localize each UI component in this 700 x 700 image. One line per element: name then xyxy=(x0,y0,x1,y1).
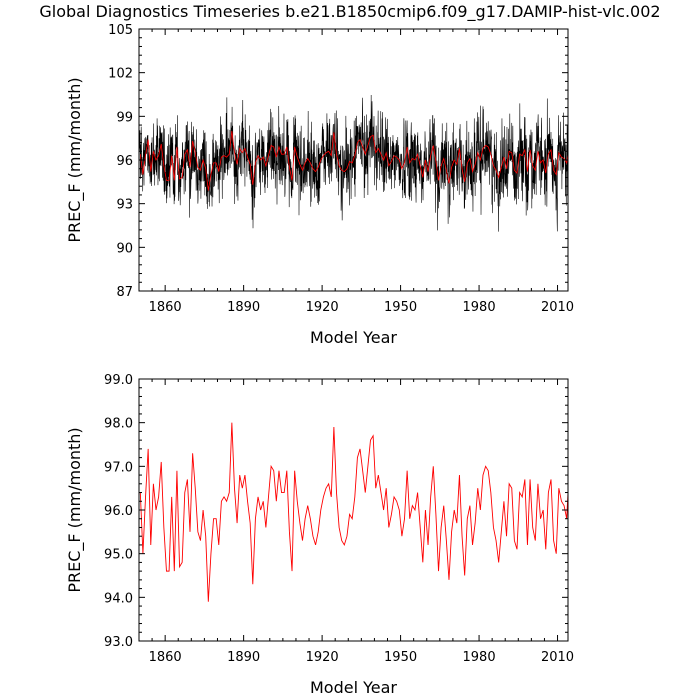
series-annual-red xyxy=(139,422,568,602)
x-tick-label: 1980 xyxy=(463,650,496,665)
y-tick-label: 94.0 xyxy=(104,591,133,606)
panel-top: 1860 1890 1920 1950 1980 2010 87 90 93 96 99 102 105… xyxy=(65,23,574,347)
x-tick-label: 1890 xyxy=(227,650,260,665)
y-tick-label: 95.0 xyxy=(104,548,133,563)
x-tick-label: 1920 xyxy=(306,650,339,665)
y-tick-label: 99.0 xyxy=(104,373,133,388)
x-tick-label: 1980 xyxy=(463,300,496,315)
panel-bottom: 1860 1890 1920 1950 1980 2010 93.0 94.0 95.0 96.0… xyxy=(65,373,574,697)
series-annual-red xyxy=(139,130,568,191)
x-tick-label: 2010 xyxy=(541,650,574,665)
y-tick-label: 87 xyxy=(116,285,133,300)
y-tick-label: 93 xyxy=(116,198,133,213)
x-tick-label: 2010 xyxy=(541,300,574,315)
y-tick-label: 90 xyxy=(116,241,133,256)
series-monthly-black xyxy=(139,95,568,232)
x-tick-label: 1860 xyxy=(149,300,182,315)
x-tick-label: 1950 xyxy=(384,650,417,665)
y-tick-label: 102 xyxy=(108,67,133,82)
y-axis-label: PREC_F (mm/month) xyxy=(65,77,85,242)
y-tick-label: 98.0 xyxy=(104,417,133,432)
x-tick-label: 1920 xyxy=(306,300,339,315)
x-tick-label: 1860 xyxy=(149,650,182,665)
x-axis-label: Model Year xyxy=(310,678,397,697)
y-tick-label: 93.0 xyxy=(104,635,133,650)
y-tick-label: 99 xyxy=(116,110,133,125)
y-tick-label: 97.0 xyxy=(104,460,133,475)
plot-area xyxy=(139,95,568,232)
x-tick-label: 1890 xyxy=(227,300,260,315)
y-tick-label: 96.0 xyxy=(104,504,133,519)
y-tick-label: 105 xyxy=(108,23,133,38)
plot-area xyxy=(139,422,568,602)
x-axis-label: Model Year xyxy=(310,328,397,347)
x-tick-label: 1950 xyxy=(384,300,417,315)
y-axis-label: PREC_F (mm/month) xyxy=(65,427,85,592)
chart-title: Global Diagnostics Timeseries b.e21.B185… xyxy=(39,2,661,21)
y-tick-label: 96 xyxy=(116,154,133,169)
